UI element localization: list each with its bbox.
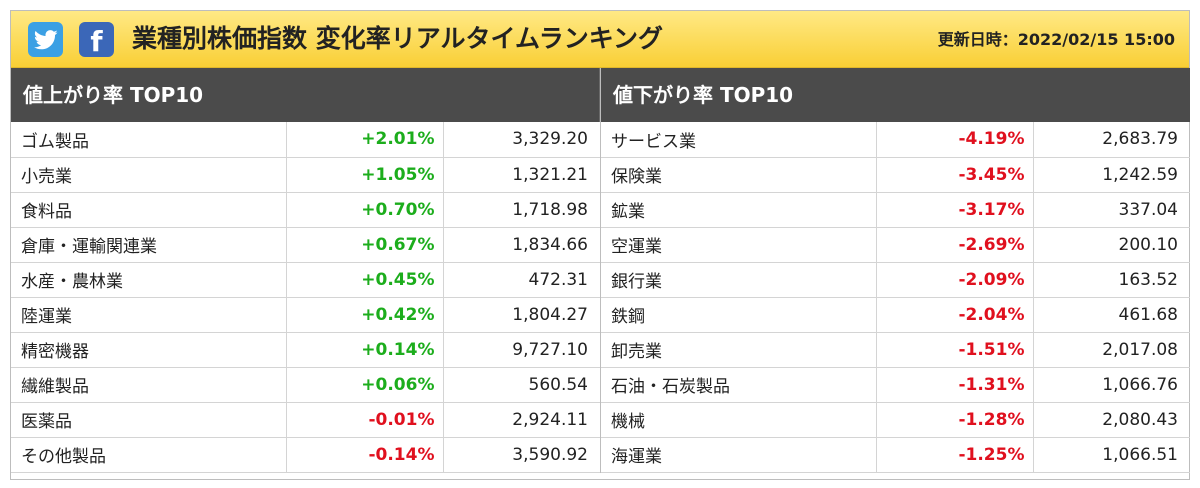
index-value: 9,727.10 <box>442 331 600 368</box>
sector-name: 精密機器 <box>11 331 287 368</box>
losers-title: 値下がり率 TOP10 <box>601 68 1190 122</box>
index-value: 2,924.11 <box>442 401 600 438</box>
facebook-icon[interactable]: f <box>79 22 114 58</box>
index-value: 2,080.43 <box>1032 401 1190 438</box>
sector-name: 銀行業 <box>601 261 877 298</box>
twitter-icon[interactable] <box>28 22 63 57</box>
sector-name: 海運業 <box>601 436 877 473</box>
facebook-f-glyph: f <box>90 25 103 58</box>
index-value: 461.68 <box>1032 296 1190 333</box>
index-value: 560.54 <box>442 366 600 403</box>
change-rate: +0.67% <box>285 226 444 263</box>
change-rate: -1.51% <box>875 331 1034 368</box>
sector-name: ゴム製品 <box>11 122 287 158</box>
sector-name: 卸売業 <box>601 331 877 368</box>
losers-panel: 値下がり率 TOP10 サービス業 -4.19% 2,683.79 保険業 -3.45%… <box>600 68 1190 473</box>
table-row: 倉庫・運輸関連業 +0.67% 1,834.66 <box>11 226 600 263</box>
table-row: 機械 -1.28% 2,080.43 <box>601 401 1190 438</box>
change-rate: -1.25% <box>875 436 1034 473</box>
sector-name: 機械 <box>601 401 877 438</box>
sector-name: 水産・農林業 <box>11 261 287 298</box>
losers-table: サービス業 -4.19% 2,683.79 保険業 -3.45% 1,242.59 鉱業 -3… <box>601 122 1190 473</box>
change-rate: +0.14% <box>285 331 444 368</box>
table-row: 鉱業 -3.17% 337.04 <box>601 191 1190 228</box>
change-rate: -2.04% <box>875 296 1034 333</box>
sector-name: 小売業 <box>11 156 287 193</box>
sector-name: 石油・石炭製品 <box>601 366 877 403</box>
change-rate: +0.42% <box>285 296 444 333</box>
table-row: 石油・石炭製品 -1.31% 1,066.76 <box>601 366 1190 403</box>
table-row: 海運業 -1.25% 1,066.51 <box>601 436 1190 473</box>
index-value: 337.04 <box>1032 191 1190 228</box>
table-row: 銀行業 -2.09% 163.52 <box>601 261 1190 298</box>
index-value: 1,066.76 <box>1032 366 1190 403</box>
change-rate: -4.19% <box>875 122 1034 158</box>
sector-name: 鉄鋼 <box>601 296 877 333</box>
sector-name: 倉庫・運輸関連業 <box>11 226 287 263</box>
gainers-table: ゴム製品 +2.01% 3,329.20 小売業 +1.05% 1,321.21 食料品 +0… <box>11 122 600 473</box>
sector-name: 空運業 <box>601 226 877 263</box>
index-value: 472.31 <box>442 261 600 298</box>
index-value: 163.52 <box>1032 261 1190 298</box>
table-row: 医薬品 -0.01% 2,924.11 <box>11 401 600 438</box>
table-row: 繊維製品 +0.06% 560.54 <box>11 366 600 403</box>
table-row: その他製品 -0.14% 3,590.92 <box>11 436 600 473</box>
table-row: 鉄鋼 -2.04% 461.68 <box>601 296 1190 333</box>
twitter-bird-icon <box>33 29 58 49</box>
index-value: 1,066.51 <box>1032 436 1190 473</box>
sector-name: 保険業 <box>601 156 877 193</box>
table-row: 空運業 -2.69% 200.10 <box>601 226 1190 263</box>
ranking-widget: f 業種別株価指数 変化率リアルタイムランキング 更新日時：2022/02/15… <box>10 10 1190 480</box>
gainers-title: 値上がり率 TOP10 <box>11 68 600 122</box>
gainers-panel: 値上がり率 TOP10 ゴム製品 +2.01% 3,329.20 小売業 +1.05% 1… <box>11 68 600 473</box>
change-rate: -1.31% <box>875 366 1034 403</box>
index-value: 2,683.79 <box>1032 122 1190 158</box>
table-row: 陸運業 +0.42% 1,804.27 <box>11 296 600 333</box>
change-rate: -0.01% <box>285 401 444 438</box>
change-rate: -3.45% <box>875 156 1034 193</box>
index-value: 200.10 <box>1032 226 1190 263</box>
sector-name: 食料品 <box>11 191 287 228</box>
change-rate: +2.01% <box>285 122 444 158</box>
change-rate: -3.17% <box>875 191 1034 228</box>
change-rate: +0.06% <box>285 366 444 403</box>
header-bar: f 業種別株価指数 変化率リアルタイムランキング 更新日時：2022/02/15… <box>11 11 1189 68</box>
table-row: 精密機器 +0.14% 9,727.10 <box>11 331 600 368</box>
change-rate: -2.69% <box>875 226 1034 263</box>
table-row: 小売業 +1.05% 1,321.21 <box>11 156 600 193</box>
sector-name: その他製品 <box>11 436 287 473</box>
change-rate: +0.70% <box>285 191 444 228</box>
change-rate: -0.14% <box>285 436 444 473</box>
table-row: 保険業 -3.45% 1,242.59 <box>601 156 1190 193</box>
page-title: 業種別株価指数 変化率リアルタイムランキング <box>132 24 663 53</box>
change-rate: +0.45% <box>285 261 444 298</box>
table-row: 水産・農林業 +0.45% 472.31 <box>11 261 600 298</box>
index-value: 2,017.08 <box>1032 331 1190 368</box>
sector-name: 陸運業 <box>11 296 287 333</box>
table-row: 卸売業 -1.51% 2,017.08 <box>601 331 1190 368</box>
sector-name: 医薬品 <box>11 401 287 438</box>
change-rate: +1.05% <box>285 156 444 193</box>
updated-timestamp: 更新日時：2022/02/15 15:00 <box>937 30 1175 49</box>
sector-name: サービス業 <box>601 122 877 158</box>
sector-name: 鉱業 <box>601 191 877 228</box>
index-value: 1,834.66 <box>442 226 600 263</box>
table-row: ゴム製品 +2.01% 3,329.20 <box>11 122 600 158</box>
change-rate: -1.28% <box>875 401 1034 438</box>
table-row: サービス業 -4.19% 2,683.79 <box>601 122 1190 158</box>
index-value: 3,590.92 <box>442 436 600 473</box>
index-value: 1,804.27 <box>442 296 600 333</box>
index-value: 1,242.59 <box>1032 156 1190 193</box>
change-rate: -2.09% <box>875 261 1034 298</box>
index-value: 1,321.21 <box>442 156 600 193</box>
table-row: 食料品 +0.70% 1,718.98 <box>11 191 600 228</box>
sector-name: 繊維製品 <box>11 366 287 403</box>
index-value: 3,329.20 <box>442 122 600 158</box>
index-value: 1,718.98 <box>442 191 600 228</box>
